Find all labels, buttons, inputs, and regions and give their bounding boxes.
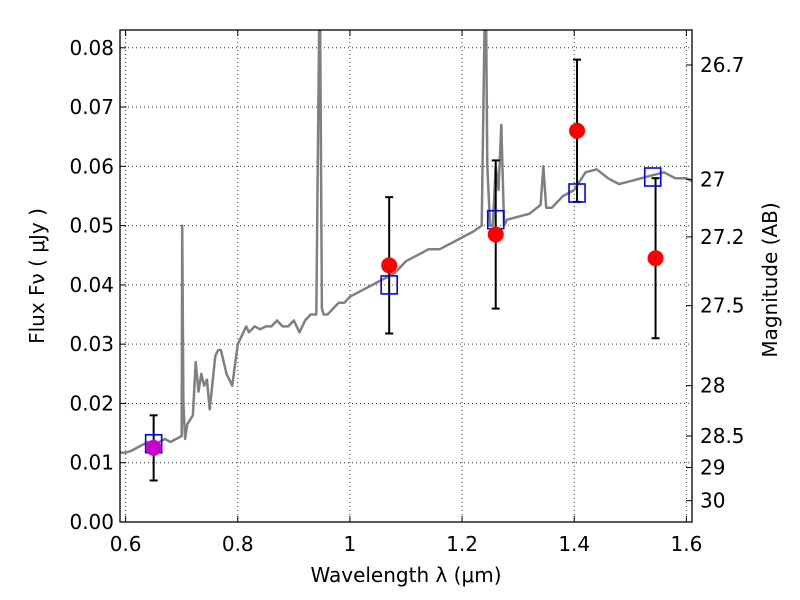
right-tick-label: 28.5 (700, 424, 745, 448)
y-axis-label: Flux Fν ( μJy ) (25, 208, 49, 344)
y-tick-label: 0.05 (69, 214, 114, 238)
y-tick-label: 0.00 (69, 510, 114, 534)
y-tick-label: 0.01 (69, 451, 114, 475)
right-tick-label: 28 (700, 374, 725, 398)
right-axis-label: Magnitude (AB) (758, 202, 782, 357)
y-tick-labels: 0.00 0.01 0.02 0.03 0.04 0.05 0.06 0.07 0.08 (69, 36, 114, 534)
y-tick-label: 0.06 (69, 154, 114, 178)
y-tick-label: 0.07 (69, 95, 114, 119)
right-tick-label: 26.7 (700, 53, 745, 77)
y-tick-label: 0.03 (69, 332, 114, 356)
x-tick-label: 0.6 (110, 532, 142, 556)
right-tick-label: 27.5 (700, 294, 745, 318)
observed-point (381, 257, 397, 273)
right-tick-label: 30 (700, 489, 725, 513)
y-tick-label: 0.08 (69, 36, 114, 60)
y-tick-label: 0.04 (69, 273, 114, 297)
right-tick-label: 29 (700, 455, 725, 479)
x-axis-label: Wavelength λ (μm) (310, 563, 501, 587)
observed-point (488, 227, 504, 243)
x-tick-label: 1.6 (670, 532, 702, 556)
x-tick-label: 1 (344, 532, 357, 556)
observed-point (146, 440, 162, 456)
y-tick-label: 0.02 (69, 391, 114, 415)
right-tick-label: 27 (700, 167, 725, 191)
observed-point (569, 123, 585, 139)
x-tick-label: 1.4 (558, 532, 590, 556)
x-tick-label: 1.2 (446, 532, 478, 556)
observed-point (648, 250, 664, 266)
sed-chart: 0.6 0.8 1 1.2 1.4 1.6 0.000.010.020.030.040.0… (0, 0, 800, 600)
right-tick-label: 27.2 (700, 225, 745, 249)
x-tick-label: 0.8 (222, 532, 254, 556)
